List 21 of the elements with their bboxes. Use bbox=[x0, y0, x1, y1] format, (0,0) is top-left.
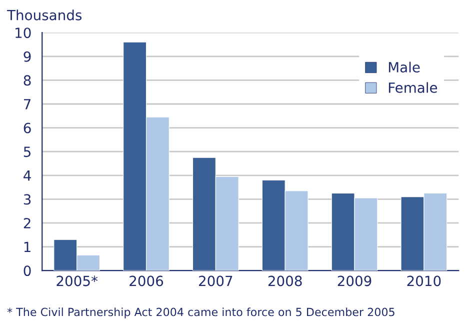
y-tick-label: 9 bbox=[24, 51, 31, 62]
x-tick-label: 2006 bbox=[130, 276, 164, 286]
y-tick-label: 2 bbox=[24, 218, 30, 228]
legend-label: Female bbox=[388, 82, 438, 93]
x-tick-label: 2009 bbox=[338, 276, 372, 286]
y-tick-label: 8 bbox=[24, 75, 31, 86]
x-tick-label: 2007 bbox=[199, 276, 232, 286]
y-tick-label: 1 bbox=[24, 242, 30, 252]
x-tick-label: 2010 bbox=[407, 276, 441, 286]
y-axis-title: Thousands bbox=[6, 10, 82, 20]
y-tick-label: 4 bbox=[24, 170, 31, 181]
x-tick-label: 2005* bbox=[56, 276, 98, 286]
y-tick-label: 10 bbox=[16, 28, 31, 38]
text: * The Civil Partnership Act 2004 came into force on 5 December 2005 bbox=[7, 308, 394, 318]
x-tick-label: 2008 bbox=[268, 276, 302, 286]
legend-label: Male bbox=[388, 62, 420, 73]
y-tick-label: 7 bbox=[24, 99, 31, 110]
y-tick-label: 5 bbox=[24, 146, 30, 158]
y-tick-label: 0 bbox=[24, 266, 31, 276]
y-tick-label: 3 bbox=[24, 194, 31, 205]
y-tick-label: 6 bbox=[24, 122, 31, 134]
